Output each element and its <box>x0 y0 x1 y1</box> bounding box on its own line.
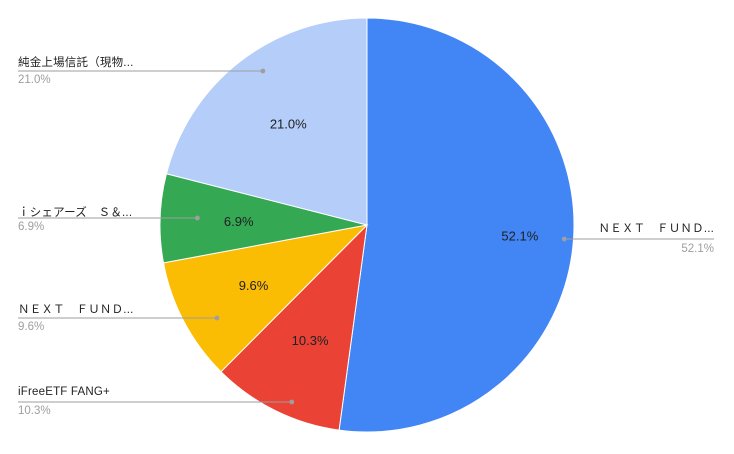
legend-name-2: iFreeETF FANG+ <box>18 386 110 398</box>
pie-slice-3[interactable] <box>162 224 369 373</box>
pie-slice-5[interactable] <box>165 17 368 226</box>
legend-value-3: 9.6% <box>18 321 44 333</box>
pie-slices <box>159 17 575 433</box>
legend-value-2: 10.3% <box>18 405 51 417</box>
slice-percent-label-4: 6.9% <box>224 214 254 229</box>
pie-legend-labels: ＮＥＸＴ ＦＵＮＤ... 52.1% iFreeETF FANG+ 10.3% ＮＥＸＴ… <box>18 55 714 417</box>
legend-name-3: ＮＥＸＴ ＦＵＮＤ... <box>18 304 133 316</box>
legend-name-4: ｉシェアーズ Ｓ＆... <box>18 205 132 219</box>
slice-percent-label-5: 21.0% <box>270 117 307 132</box>
leader-dot-4 <box>194 215 200 221</box>
pie-slice-labels: 52.1% 10.3% 9.6% 6.9% 21.0% <box>224 117 539 348</box>
slice-percent-label-3: 9.6% <box>239 278 269 293</box>
slice-percent-label-2: 10.3% <box>292 333 329 348</box>
legend-name-1: ＮＥＸＴ ＦＵＮＤ... <box>599 223 714 235</box>
slice-percent-label-1: 52.1% <box>501 228 538 243</box>
leader-dot-1 <box>561 236 567 242</box>
legend-value-4: 6.9% <box>18 221 44 233</box>
pie-slice-1[interactable] <box>338 17 575 433</box>
legend-value-5: 21.0% <box>18 74 51 86</box>
legend-name-5: 純金上場信託（現物... <box>18 55 133 69</box>
legend-value-1: 52.1% <box>681 243 714 255</box>
pie-slice-2[interactable] <box>220 223 368 431</box>
